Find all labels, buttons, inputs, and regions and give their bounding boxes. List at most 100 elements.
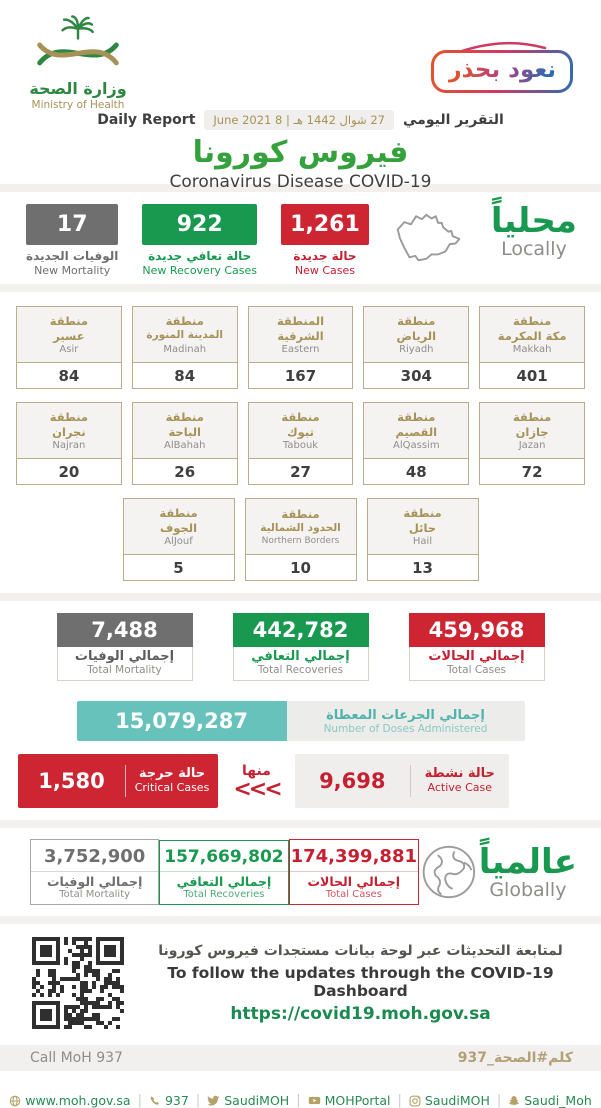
total-cases-label-en: Total Cases (446, 664, 507, 676)
snapchat-link[interactable]: Saudi_Moh (508, 1093, 592, 1108)
active-label-ar: حالة نشطة (424, 766, 495, 782)
region-ar-line1: منطقة (397, 313, 436, 328)
region-ar-line1: المنطقة (276, 313, 325, 328)
region-ar-line2: مكة المكرمة (497, 328, 567, 343)
page-title-arabic: فيروس كورونا (192, 135, 409, 170)
globe-icon (422, 845, 476, 899)
dashboard-section: لمتابعة التحديثات عبر لوحة بيانات مستجدا… (0, 924, 601, 1041)
region-value: 84 (58, 367, 80, 385)
youtube-icon (308, 1094, 321, 1107)
region-ar-line2: الباحة (168, 424, 201, 439)
critical-label-ar: حالة حرجة (138, 766, 206, 782)
total-cases-value: 459,968 (408, 613, 545, 647)
divider-strip (0, 820, 601, 828)
qr-code (32, 937, 124, 1029)
new-mortality-label-ar: الوفيات الجديدة (26, 249, 119, 263)
region-ar-line2: عسير (53, 328, 85, 343)
global-mortality-value: 3,752,900 (31, 840, 159, 872)
region-card-najran: منطقة نجران Najran 20 (16, 402, 122, 485)
region-value: 20 (58, 463, 80, 481)
new-mortality-value: 17 (26, 204, 119, 245)
doses-label: إجمالي الجرعات المعطاة Number of Doses A… (286, 701, 525, 741)
active-critical-section: حالة نشطة Active Case 9,698 منها <<< حال… (0, 741, 601, 808)
phone-icon (149, 1095, 161, 1107)
globally-heading-ar: عالمياً (478, 841, 577, 882)
region-ar-line2: الجوف (159, 520, 198, 535)
totals-section: 459,968 إجمالي الحالات Total Cases 442,78… (0, 601, 601, 691)
region-en: Hail (412, 536, 433, 548)
region-ar-line2: الحدود الشمالية (260, 521, 341, 534)
daily-report-en: Daily Report (97, 112, 196, 128)
global-recoveries-label-en: Total Recoveries (183, 888, 265, 900)
chevrons-left-icon: <<< (233, 777, 282, 803)
new-mortality-stat: 17 الوفيات الجديدة New Mortality (26, 204, 119, 277)
separator: | (397, 1093, 402, 1108)
global-mortality-label-en: Total Mortality (59, 889, 131, 900)
region-en: Madinah (163, 343, 207, 355)
region-ar-line2: المدينة المنورة (146, 329, 223, 342)
region-ar-line1: منطقة (281, 409, 320, 424)
dashboard-line-ar: لمتابعة التحديثات عبر لوحة بيانات مستجدا… (158, 942, 563, 959)
new-mortality-label-en: New Mortality (34, 264, 111, 277)
twitter-link[interactable]: SaudiMOH (207, 1093, 289, 1108)
region-card-northern-borders: منطقة الحدود الشمالية Northern Borders 10 (244, 498, 357, 581)
total-cases-card: 459,968 إجمالي الحالات Total Cases (408, 613, 545, 681)
hashtag-health-label: كلم#الصحة_937 (457, 1050, 573, 1066)
region-value: 48 (405, 463, 427, 481)
divider-strip (0, 593, 601, 601)
youtube-link-label: MOHPortal (324, 1093, 391, 1108)
globally-heading: عالمياً Globally (479, 845, 577, 900)
separator: | (137, 1093, 142, 1108)
region-ar-line1: منطقة (512, 313, 552, 328)
region-value: 167 (284, 367, 317, 385)
divider-strip (0, 284, 601, 292)
dashboard-text: لمتابعة التحديثات عبر لوحة بيانات مستجدا… (150, 943, 571, 1024)
region-card-eastern: المنطقة الشرقية Eastern 167 (247, 306, 354, 389)
doses-label-ar: إجمالي الجرعات المعطاة (326, 707, 485, 723)
region-value: 26 (174, 463, 196, 481)
region-en: Asir (59, 344, 79, 356)
global-recoveries-value: 157,669,802 (160, 841, 288, 872)
twitter-link-label: SaudiMOH (224, 1093, 290, 1108)
region-ar-line2: الرياض (396, 328, 437, 343)
region-ar-line2: القصيم (395, 424, 438, 439)
phone-link[interactable]: 937 (149, 1093, 189, 1108)
region-en: Eastern (281, 344, 320, 356)
critical-cases-card: حالة حرجة Critical Cases 1,580 (18, 754, 218, 808)
new-recoveries-value: 922 (142, 204, 257, 245)
total-recoveries-value: 442,782 (232, 613, 369, 647)
doses-value: 15,079,287 (76, 701, 287, 741)
instagram-link-label: SaudiMOH (424, 1093, 490, 1108)
locally-section: محلياً Locally 1,261 حالة جديدة New Case… (0, 192, 601, 284)
moh-logo-icon (37, 15, 119, 66)
region-en: Northern Borders (261, 536, 340, 547)
region-ar-line1: منطقة (512, 409, 552, 424)
total-cases-label-ar: إجمالي الحالات (428, 649, 525, 664)
global-mortality-card: 3,752,900 إجمالي الوفيات Total Mortality (30, 839, 160, 905)
region-ar-line1: منطقة (397, 409, 436, 424)
region-value: 10 (290, 559, 311, 577)
youtube-link[interactable]: MOHPortal (308, 1093, 391, 1108)
doses-label-en: Number of Doses Administered (323, 722, 488, 735)
dashboard-line-en: To follow the updates through the COVID-… (167, 963, 554, 1000)
region-card-alqassim: منطقة القصيم AlQassim 48 (363, 402, 470, 485)
divider-strip (0, 916, 601, 924)
phone-link-label: 937 (164, 1093, 189, 1108)
instagram-link[interactable]: SaudiMOH (409, 1093, 490, 1108)
region-en: Jazan (518, 440, 546, 452)
region-card-madinah: منطقة المدينة المنورة Madinah 84 (131, 306, 238, 389)
doses-bar: إجمالي الجرعات المعطاة Number of Doses A… (76, 701, 525, 741)
website-link[interactable]: www.moh.gov.sa (9, 1093, 131, 1108)
region-ar-line2: جازان (515, 424, 549, 439)
report-line: Daily Report 27 شوال 1442 هـ | 8 June 20… (0, 0, 601, 130)
region-ar-line2: نجران (52, 424, 86, 439)
globe-icon (9, 1095, 21, 1107)
footer-links: www.moh.gov.sa | 937 | SaudiMOH | MOHPor… (0, 1093, 601, 1108)
new-recoveries-stat: 922 حالة تعافي جديدة New Recovery Cases (142, 204, 257, 277)
locally-heading: محلياً Locally (491, 204, 577, 259)
dashboard-url-link[interactable]: https://covid19.moh.gov.sa (230, 1003, 491, 1024)
region-ar-line1: منطقة (49, 409, 89, 424)
badge-label: نعود بحذر (448, 57, 556, 83)
active-value: 9,698 (319, 769, 386, 793)
region-ar-line2: تبوك (287, 424, 314, 439)
